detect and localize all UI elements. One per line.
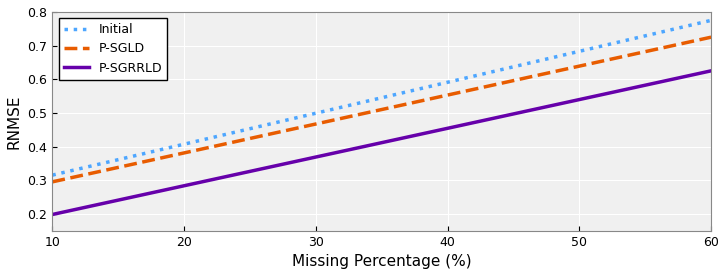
Initial	[440, 81, 449, 85]
P-SGLD	[707, 36, 716, 39]
X-axis label: Missing Percentage (%): Missing Percentage (%)	[292, 254, 472, 269]
P-SGRRLD	[365, 144, 374, 147]
P-SGLD	[404, 102, 413, 105]
P-SGLD	[365, 111, 374, 114]
P-SGRRLD	[588, 95, 597, 98]
P-SGRRLD	[48, 213, 57, 216]
P-SGLD	[440, 94, 449, 97]
P-SGRRLD	[361, 145, 370, 148]
Initial	[691, 22, 700, 26]
P-SGLD	[691, 39, 700, 42]
P-SGLD	[361, 112, 370, 115]
P-SGRRLD	[404, 135, 413, 138]
Line: P-SGLD: P-SGLD	[52, 37, 711, 182]
Initial	[404, 90, 413, 93]
P-SGRRLD	[691, 73, 700, 76]
Initial	[365, 99, 374, 102]
Initial	[361, 100, 370, 103]
Initial	[707, 19, 716, 22]
Legend: Initial, P-SGLD, P-SGRRLD: Initial, P-SGLD, P-SGRRLD	[59, 18, 167, 80]
Y-axis label: RNMSE: RNMSE	[7, 94, 22, 148]
P-SGRRLD	[440, 127, 449, 131]
Line: Initial: Initial	[52, 20, 711, 175]
Initial	[48, 174, 57, 177]
P-SGRRLD	[707, 69, 716, 73]
Line: P-SGRRLD: P-SGRRLD	[52, 71, 711, 214]
Initial	[588, 47, 597, 50]
P-SGLD	[48, 180, 57, 184]
P-SGLD	[588, 62, 597, 65]
